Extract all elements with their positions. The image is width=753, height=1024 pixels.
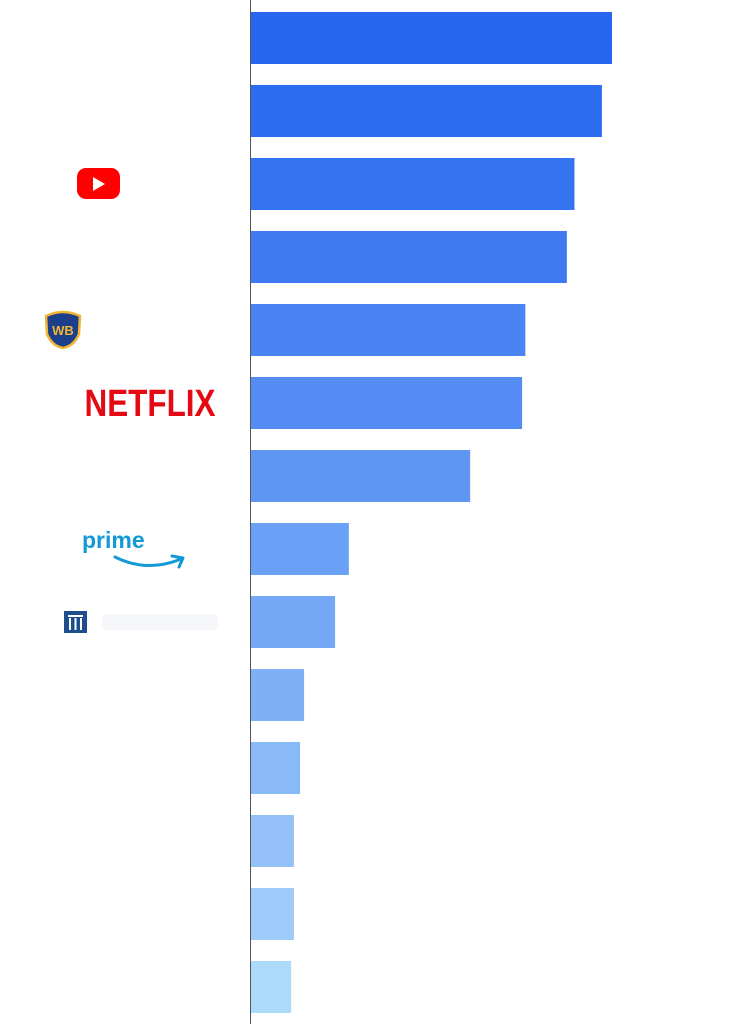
bar-9 — [251, 596, 336, 648]
bar-13 — [251, 888, 294, 940]
bars-group — [251, 12, 612, 1013]
netflix-logo-icon: NETFLIX — [85, 383, 217, 425]
logos-group: WB NETFLIX prime — [44, 168, 218, 633]
bar-7 — [251, 450, 471, 502]
bar-6 — [251, 377, 523, 429]
studio-logo-icon — [64, 611, 218, 633]
bar-5 — [251, 304, 526, 356]
bar-11 — [251, 742, 301, 794]
bar-8 — [251, 523, 349, 575]
bar-14 — [251, 961, 292, 1013]
bar-4 — [251, 231, 567, 283]
bar-3 — [251, 158, 575, 210]
bar-1 — [251, 12, 612, 64]
bar-2 — [251, 85, 602, 137]
warner-bros-logo-text: WB — [52, 323, 74, 338]
bar-12 — [251, 815, 294, 867]
youtube-logo-icon — [77, 168, 120, 199]
prime-video-logo-icon: prime — [82, 527, 185, 569]
prime-logo-text: prime — [82, 527, 145, 553]
warner-bros-logo-icon: WB — [44, 310, 82, 350]
bar-10 — [251, 669, 305, 721]
